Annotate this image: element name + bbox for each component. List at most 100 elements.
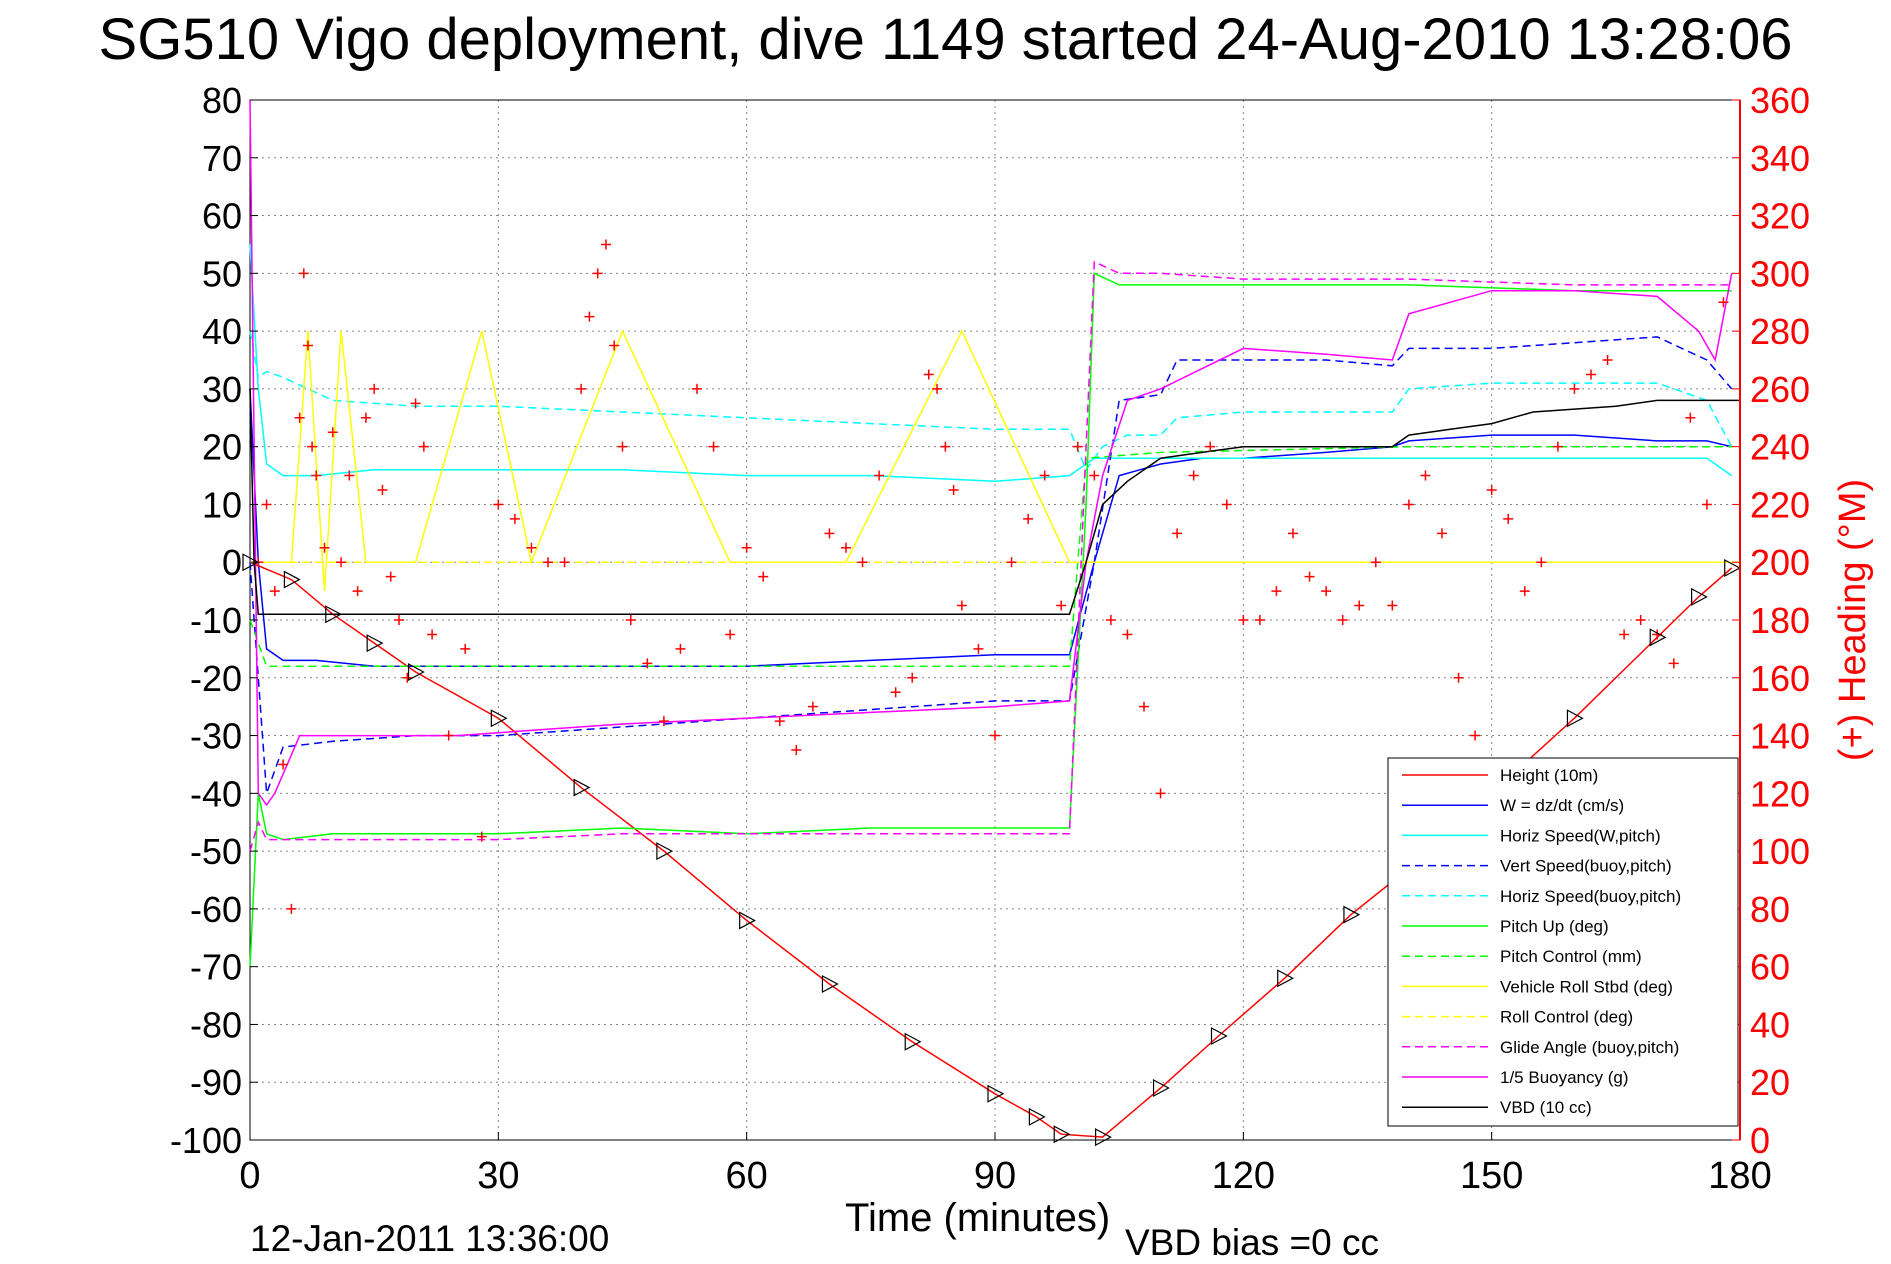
height-marker — [407, 663, 425, 681]
y-tick-label: -20 — [190, 658, 242, 699]
heading-point — [1635, 615, 1646, 625]
heading-point — [857, 557, 868, 568]
y2-tick-label: 180 — [1750, 600, 1810, 641]
y2-tick-label: 240 — [1750, 427, 1810, 468]
heading-point — [1403, 499, 1414, 510]
heading-point — [956, 600, 967, 611]
legend-label: Vehicle Roll Stbd (deg) — [1500, 977, 1673, 996]
y-tick-label: -60 — [190, 889, 242, 930]
heading-point — [298, 268, 309, 279]
y2-tick-label: 220 — [1750, 484, 1810, 525]
legend-label: Pitch Control (mm) — [1500, 947, 1642, 966]
legend: Height (10m) W = dz/dt (cm/s) Horiz Speed(… — [1387, 757, 1739, 1127]
heading-point — [1056, 600, 1067, 611]
heading-point — [1486, 485, 1497, 495]
y2-tick-label: 280 — [1750, 311, 1810, 352]
heading-point — [1105, 615, 1116, 625]
y-tick-label: 50 — [202, 253, 242, 294]
heading-point — [1536, 557, 1547, 568]
heading-point — [1503, 513, 1514, 524]
heading-point — [1271, 586, 1282, 597]
y2-tick-label: 300 — [1750, 253, 1810, 294]
y-tick-label: -70 — [190, 947, 242, 988]
heading-point — [476, 831, 487, 842]
y2-axis-label: (+) Heading (°M) — [1832, 479, 1874, 761]
heading-point — [1039, 470, 1050, 481]
series-line — [249, 99, 1733, 807]
y-tick-label: 0 — [222, 542, 242, 583]
height-marker — [987, 1084, 1005, 1103]
series-layer — [249, 99, 1740, 1138]
heading-point — [741, 542, 752, 553]
series-line — [249, 336, 1733, 794]
heading-point — [1205, 441, 1216, 452]
y2-tick-label: 60 — [1750, 947, 1790, 988]
heading-point — [1155, 788, 1166, 799]
y-tick-label: 20 — [202, 427, 242, 468]
heading-point — [948, 485, 959, 495]
heading-point — [1089, 470, 1100, 481]
heading-point — [1072, 441, 1083, 452]
heading-point — [352, 586, 363, 597]
heading-point — [758, 571, 769, 582]
heading-point — [576, 383, 587, 394]
heading-point — [394, 615, 404, 625]
height-marker — [1095, 1128, 1112, 1147]
heading-point — [1254, 615, 1265, 625]
page-title: SG510 Vigo deployment, dive 1149 started… — [98, 7, 1793, 72]
height-marker — [1028, 1107, 1046, 1126]
heading-point — [410, 398, 421, 409]
legend-label: Height (10m) — [1500, 766, 1598, 785]
heading-point — [1288, 528, 1298, 539]
heading-point — [302, 340, 313, 351]
heading-point — [874, 470, 885, 481]
legend-label: 1/5 Buoyancy (g) — [1500, 1068, 1629, 1087]
height-marker — [656, 842, 674, 861]
heading-point — [543, 557, 553, 568]
heading-point — [907, 672, 918, 683]
legend-box — [1387, 757, 1739, 1127]
heading-point — [675, 643, 686, 654]
heading-point — [932, 383, 943, 394]
y-tick-label: 60 — [202, 196, 242, 237]
heading-point — [360, 412, 371, 423]
heading-point — [1387, 600, 1398, 611]
heading-point — [286, 903, 297, 914]
heading-point — [443, 730, 454, 741]
y-tick-label: -100 — [170, 1120, 242, 1161]
heading-point — [418, 441, 429, 452]
y-tick-label: -90 — [190, 1062, 242, 1103]
series-line — [249, 244, 1733, 483]
heading-point — [1370, 557, 1381, 568]
heading-point — [940, 441, 951, 452]
y-tick-label: -30 — [190, 716, 242, 757]
heading-point — [327, 427, 338, 438]
heading-point — [791, 745, 802, 755]
height-marker — [1691, 587, 1708, 606]
height-marker — [1152, 1079, 1170, 1097]
height-marker — [1649, 628, 1667, 647]
heading-point — [617, 441, 628, 452]
heading-point — [307, 441, 318, 452]
heading-point — [824, 528, 835, 539]
y2-tick-label: 140 — [1750, 716, 1810, 757]
heading-point — [1586, 369, 1596, 380]
y2-tick-label: 360 — [1750, 80, 1810, 121]
series-line — [249, 330, 1733, 472]
y2-tick-label: 0 — [1750, 1120, 1770, 1161]
heading-point — [1304, 571, 1315, 582]
legend-label: Horiz Speed(buoy,pitch) — [1500, 887, 1681, 906]
heading-point — [1552, 441, 1563, 452]
heading-point — [1602, 355, 1613, 365]
heading-point — [890, 687, 901, 698]
heading-point — [625, 615, 636, 625]
height-marker — [573, 778, 591, 797]
heading-point — [584, 311, 595, 322]
height-marker — [325, 605, 343, 624]
heading-point — [807, 701, 818, 712]
x-tick-label: 60 — [726, 1155, 768, 1197]
height-marker — [490, 709, 508, 728]
heading-point — [1238, 615, 1249, 625]
heading-point — [1023, 513, 1034, 524]
